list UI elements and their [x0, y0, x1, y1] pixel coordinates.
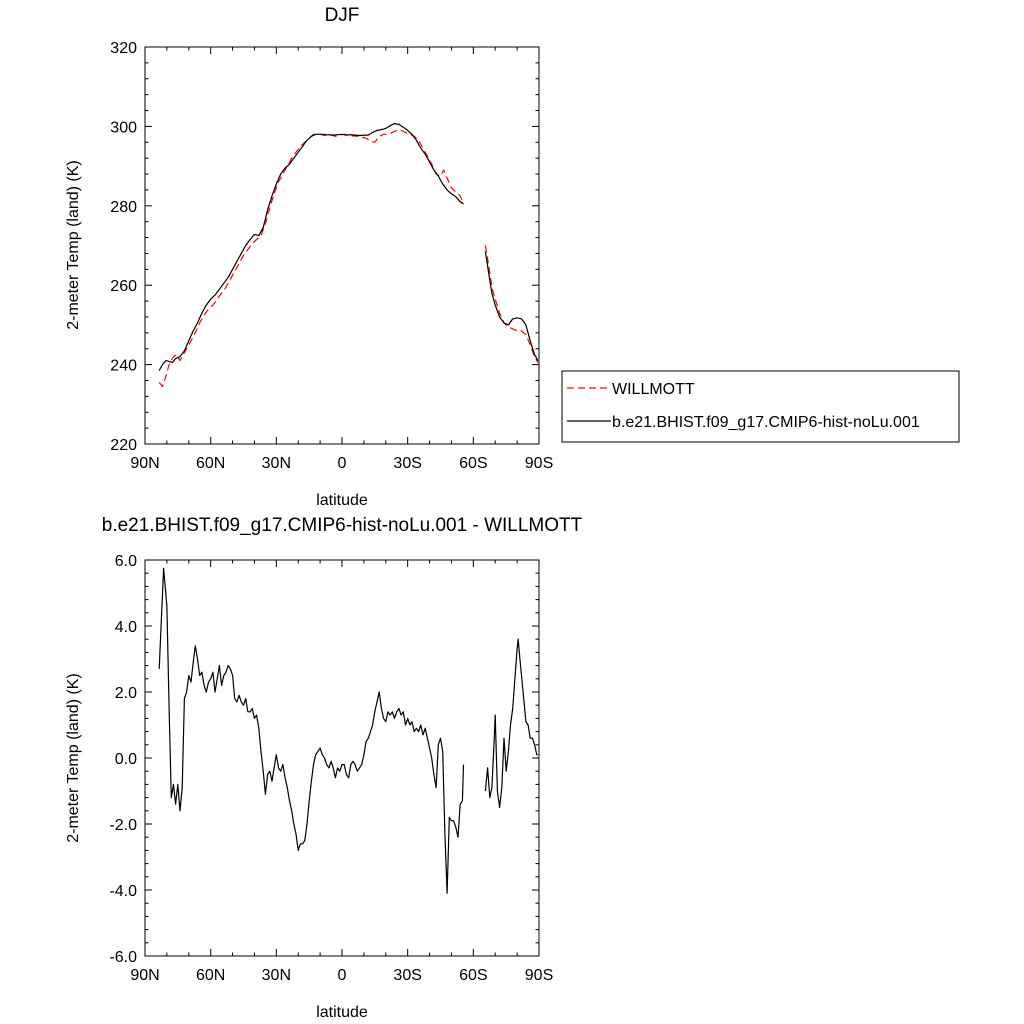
legend: WILLMOTT b.e21.BHIST.f09_g17.CMIP6-hist-…	[561, 370, 960, 443]
y-tick-label: 2.0	[115, 685, 137, 702]
x-tick-label: 60N	[196, 967, 225, 984]
plot-frame	[144, 559, 540, 957]
y-tick-label: 220	[110, 437, 137, 454]
chart-title: DJF	[325, 5, 360, 26]
data-layer	[158, 567, 538, 894]
x-axis-label: latitude	[316, 1004, 368, 1021]
y-tick-label: 320	[110, 40, 137, 57]
x-axis-label: latitude	[316, 492, 368, 509]
chart-temperature-difference: b.e21.BHIST.f09_g17.CMIP6-hist-noLu.001 …	[65, 515, 583, 1021]
x-axis: 90N 60N 30N 0 30S 60S 90S	[130, 560, 553, 984]
series-line-difference	[158, 567, 465, 894]
y-axis: -6.0 -4.0 -2.0 0.0 2.0 4.0 6.0	[109, 553, 539, 966]
y-axis-label: 2-meter Temp (land) (K)	[65, 673, 82, 843]
y-tick-label: 4.0	[115, 619, 137, 636]
y-tick-label: 300	[110, 119, 137, 136]
y-tick-label: -2.0	[109, 817, 137, 834]
y-tick-label: 6.0	[115, 553, 137, 570]
series-line-difference	[484, 638, 538, 809]
y-tick-label: -4.0	[109, 883, 137, 900]
y-tick-label: 280	[110, 199, 137, 216]
x-axis: 90N 60N 30N 0 30S 60S 90S	[130, 47, 553, 472]
x-tick-label: 0	[338, 967, 347, 984]
y-tick-label: 0.0	[115, 751, 137, 768]
x-tick-label: 90S	[525, 967, 553, 984]
x-tick-label: 30S	[393, 967, 421, 984]
x-tick-label: 60S	[459, 455, 487, 472]
x-tick-label: 90S	[525, 455, 553, 472]
x-tick-label: 60N	[196, 455, 225, 472]
y-axis: 220 240 260 280 300 320	[110, 40, 539, 454]
series-line-b-e21-bhist-f09-g17-cmip6-hist-nolu-001	[158, 123, 464, 371]
x-tick-label: 30N	[262, 967, 291, 984]
series-line-willmott	[484, 245, 539, 363]
legend-box	[561, 370, 960, 443]
y-tick-label: 260	[110, 278, 137, 295]
data-layer	[158, 123, 539, 387]
series-line-willmott	[158, 129, 465, 387]
y-axis-label: 2-meter Temp (land) (K)	[65, 160, 82, 330]
chart-title: b.e21.BHIST.f09_g17.CMIP6-hist-noLu.001 …	[102, 515, 583, 536]
series-line-b-e21-bhist-f09-g17-cmip6-hist-nolu-001	[484, 251, 539, 361]
x-tick-label: 30S	[393, 455, 421, 472]
legend-label-model: b.e21.BHIST.f09_g17.CMIP6-hist-noLu.001	[612, 414, 920, 431]
y-tick-label: 240	[110, 358, 137, 375]
plot-frame	[144, 46, 540, 445]
x-tick-label: 30N	[262, 455, 291, 472]
x-tick-label: 90N	[130, 455, 159, 472]
x-tick-label: 60S	[459, 967, 487, 984]
y-tick-label: -6.0	[109, 949, 137, 966]
legend-label-willmott: WILLMOTT	[612, 381, 695, 398]
x-tick-label: 0	[338, 455, 347, 472]
x-tick-label: 90N	[130, 967, 159, 984]
